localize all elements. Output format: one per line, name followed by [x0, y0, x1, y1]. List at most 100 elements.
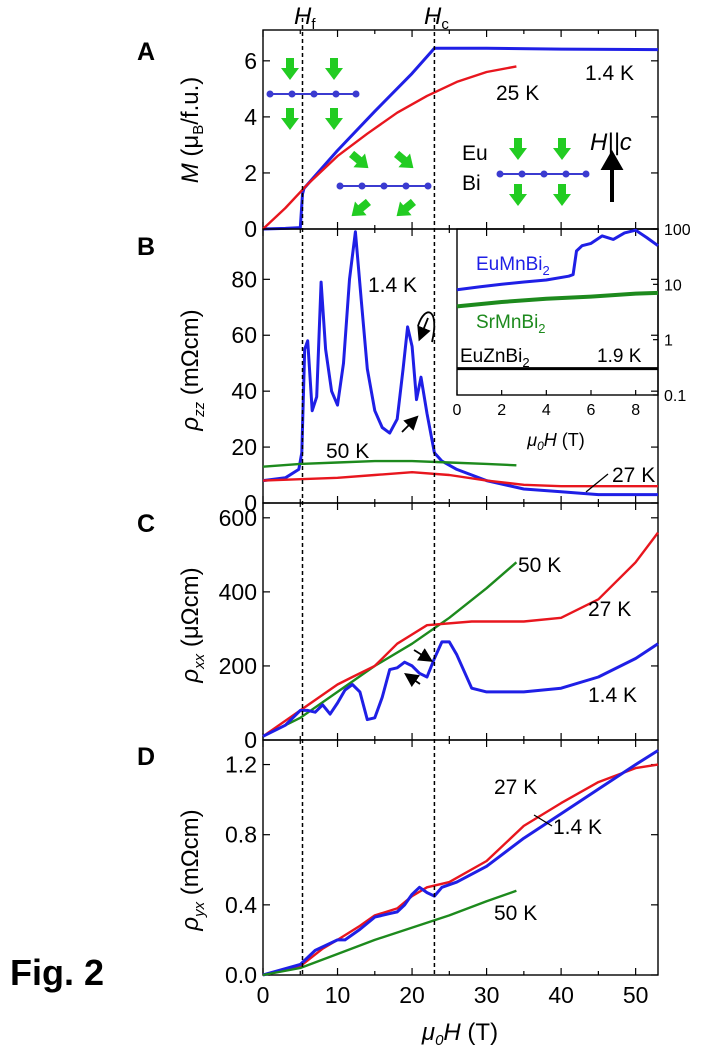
inset-y-tick-label: 10	[664, 277, 682, 294]
inset-series-EuMnBi2	[456, 228, 659, 292]
x-tick-label: 50	[623, 982, 649, 1008]
series-D-27K	[262, 763, 659, 977]
inset-x-tick-label: 4	[542, 402, 551, 419]
figure-label: Fig. 2	[10, 952, 104, 993]
panel-C-arrow-up	[404, 672, 421, 688]
panel-A-annot-25K: 25 K	[496, 82, 539, 105]
inset-x-tick-label: 8	[631, 402, 640, 419]
y-tick-label: 6	[244, 48, 257, 74]
spin-canted-arrow	[349, 150, 369, 169]
field-arrow-icon	[600, 149, 624, 202]
panel-A-ylabel: M (μB/f.u.)	[177, 77, 207, 184]
panel-B-annot-50K: 50 K	[326, 440, 369, 463]
x-tick-label: 40	[548, 982, 574, 1008]
y-tick-label: 4	[244, 104, 257, 130]
y-tick-label: 0	[244, 216, 257, 242]
panel-A-letter: A	[137, 38, 155, 66]
inset-series-SrMnBi2	[456, 290, 659, 309]
spin-up-arrow	[553, 184, 571, 206]
panel-B-27K-leader	[585, 473, 609, 493]
panel-D-annot-1.4K: 1.4 K	[553, 816, 602, 839]
panel-D-ylabel: ρyx (mΩcm)	[177, 809, 208, 931]
y-tick-label: 40	[231, 378, 257, 404]
y-tick-label: 600	[219, 505, 257, 531]
series-B-1.4K	[262, 230, 658, 497]
spin-down-arrow	[281, 108, 299, 130]
panel-D-1.4K-leader	[533, 814, 553, 827]
spin-canted-arrow	[396, 198, 416, 217]
y-tick-label: 400	[219, 579, 257, 605]
series-D-50K	[262, 889, 517, 977]
series-C-27K	[262, 531, 659, 738]
x-tick-label: 20	[399, 982, 425, 1008]
panel-D-frame	[262, 739, 659, 976]
inset-frame	[456, 228, 659, 396]
x-tick-label: 0	[257, 982, 270, 1008]
inset-x-tick-label: 0	[453, 402, 462, 419]
spin-canted-arrow	[394, 150, 414, 169]
series-A-25K	[262, 65, 517, 230]
y-tick-label: 0	[244, 727, 257, 753]
x-tick-label: 10	[325, 982, 351, 1008]
inset-xlabel: μ0H (T)	[526, 430, 585, 453]
y-tick-label: 80	[231, 266, 257, 292]
inset-y-tick-label: 0.1	[664, 388, 686, 405]
series-C-50K	[262, 561, 518, 738]
spin-up-arrow	[325, 58, 343, 80]
y-tick-label: 200	[219, 653, 257, 679]
panel-C-annot-1.4K: 1.4 K	[588, 684, 637, 707]
inset-y-tick-label: 1	[664, 333, 673, 350]
series-B-27K	[262, 471, 658, 488]
panel-B-ylabel: ρzz (mΩcm)	[177, 309, 208, 431]
panel-B-hysteresis-arrow-down	[417, 317, 431, 342]
series-A-1.4K	[262, 46, 659, 231]
panel-B-annot-1.4K: 1.4 K	[368, 274, 417, 297]
x-axis-label: μ0H (T)	[421, 1019, 498, 1049]
inset-x-tick-label: 6	[587, 402, 596, 419]
spin-diagram-afm	[266, 58, 360, 130]
hf-label: Hf	[294, 3, 316, 33]
spin-diagram-canted	[336, 150, 432, 217]
spin-diagram-ferro: Eu Bi H||c	[462, 129, 632, 206]
panel-D-annot-27K: 27 K	[494, 776, 537, 799]
y-tick-label: 0.4	[225, 892, 257, 918]
spin-up-arrow	[281, 58, 299, 80]
spin-up-arrow	[509, 138, 527, 160]
field-direction-label: H||c	[590, 129, 632, 156]
inset-label-eumnbi2: EuMnBi2	[476, 254, 550, 278]
inset-label-euznbi2: EuZnBi2	[460, 346, 530, 370]
panel-B-hysteresis-arrow-up	[401, 415, 419, 433]
inset-y-tick-label: 100	[664, 222, 691, 239]
y-tick-label: 0.8	[225, 822, 257, 848]
panel-B-letter: B	[137, 233, 155, 261]
panel-C-annot-27K: 27 K	[588, 598, 631, 621]
series-C-1.4K	[262, 640, 659, 738]
panel-D-annot-50K: 50 K	[494, 902, 537, 925]
panel-B-hysteresis-arrow-top	[417, 311, 436, 343]
panel-C-ylabel: ρxx (μΩcm)	[177, 567, 208, 683]
panel-C-letter: C	[137, 510, 155, 538]
y-tick-label: 2	[244, 160, 257, 186]
series-D-1.4K	[262, 749, 659, 977]
inset-label-temp: 1.9 K	[597, 346, 642, 367]
x-tick-label: 30	[474, 982, 500, 1008]
spin-canted-arrow	[351, 198, 371, 217]
spin-up-arrow	[509, 184, 527, 206]
bi-label: Bi	[462, 172, 481, 195]
hc-label: Hc	[424, 3, 449, 33]
y-tick-label: 0	[244, 490, 257, 516]
series-B-50K	[262, 459, 517, 468]
y-tick-label: 1.2	[225, 752, 257, 778]
y-tick-label: 60	[231, 322, 257, 348]
panel-C-annot-50K: 50 K	[518, 554, 561, 577]
spin-down-arrow	[325, 108, 343, 130]
eu-label: Eu	[462, 142, 488, 165]
inset-x-tick-label: 2	[497, 402, 506, 419]
y-tick-label: 20	[231, 434, 257, 460]
panel-B-annot-27K: 27 K	[612, 464, 655, 487]
inset-label-srmnbi2: SrMnBi2	[476, 312, 546, 336]
panel-C-arrow-down	[413, 648, 434, 662]
spin-up-arrow	[553, 138, 571, 160]
y-tick-label: 0.0	[225, 962, 257, 988]
